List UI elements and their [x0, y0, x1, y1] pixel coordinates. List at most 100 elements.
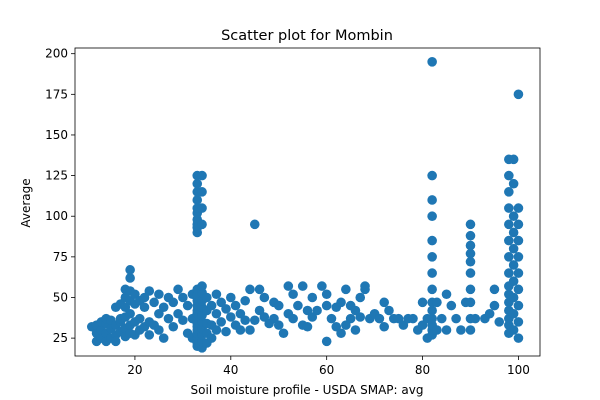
data-point: [508, 292, 519, 303]
data-point: [226, 292, 236, 303]
data-point: [513, 300, 524, 311]
data-point: [192, 178, 203, 189]
data-point: [408, 313, 418, 324]
y-tick-label: 100: [45, 209, 68, 223]
data-point: [249, 219, 260, 230]
data-point: [273, 320, 284, 330]
data-point: [336, 328, 346, 339]
data-point: [432, 297, 442, 308]
data-point: [144, 330, 155, 340]
data-point: [259, 292, 270, 303]
data-point: [211, 325, 222, 335]
data-point: [436, 313, 447, 324]
x-tick-label: 80: [415, 363, 430, 377]
data-point: [465, 268, 476, 278]
data-point: [513, 203, 524, 213]
data-point: [245, 325, 255, 335]
data-point: [197, 187, 207, 197]
data-point: [504, 219, 514, 230]
data-point: [427, 211, 437, 222]
data-point: [379, 297, 390, 308]
data-point: [273, 300, 284, 311]
data-point: [513, 284, 524, 295]
data-point: [149, 297, 159, 308]
data-point: [226, 312, 236, 322]
data-point: [432, 325, 442, 335]
data-point: [341, 284, 351, 295]
data-point: [158, 333, 169, 343]
data-point: [470, 313, 481, 324]
data-point: [513, 89, 524, 100]
data-point: [513, 317, 524, 327]
data-point: [465, 297, 476, 308]
data-point: [288, 313, 298, 324]
data-point: [297, 281, 308, 291]
y-tick-label: 200: [45, 47, 68, 61]
data-point: [494, 317, 505, 327]
data-point: [125, 265, 135, 275]
data-point: [321, 289, 332, 300]
y-axis-ticks: 25 50 75 100 125 150 175 200: [45, 47, 75, 345]
data-point: [249, 315, 260, 326]
data-point: [374, 313, 385, 324]
data-point: [168, 297, 179, 308]
y-axis-label: Average: [19, 178, 33, 227]
data-point: [504, 170, 514, 181]
data-point: [513, 235, 524, 246]
y-tick-label: 125: [45, 169, 68, 183]
data-point: [508, 308, 519, 319]
data-point: [451, 313, 461, 324]
data-point: [211, 289, 222, 300]
data-point: [197, 219, 207, 230]
data-point: [302, 321, 313, 332]
data-point: [504, 252, 514, 262]
data-point: [345, 313, 356, 324]
data-point: [283, 281, 294, 291]
data-point: [465, 256, 476, 267]
data-point: [293, 300, 303, 311]
data-point: [508, 211, 519, 222]
data-point: [182, 300, 193, 311]
data-point: [489, 300, 500, 311]
data-point: [355, 292, 366, 303]
data-point: [321, 336, 332, 347]
data-point: [379, 321, 390, 332]
data-point: [110, 336, 121, 347]
data-point: [307, 292, 318, 303]
data-point: [154, 325, 164, 335]
data-point: [427, 305, 437, 316]
data-point: [360, 281, 370, 291]
data-point: [278, 328, 289, 339]
data-point: [125, 308, 135, 319]
data-point: [504, 187, 514, 197]
y-tick-label: 75: [53, 250, 68, 264]
x-tick-label: 20: [127, 363, 142, 377]
x-tick-label: 100: [507, 363, 530, 377]
data-point: [336, 297, 346, 308]
data-point: [508, 243, 519, 254]
data-point: [216, 317, 227, 327]
x-tick-label: 40: [223, 363, 238, 377]
data-point: [326, 313, 337, 324]
data-point: [484, 308, 495, 319]
data-point: [197, 281, 207, 291]
data-point: [240, 295, 250, 306]
data-point: [154, 289, 164, 300]
data-point: [504, 268, 514, 278]
data-point: [508, 227, 519, 238]
y-tick-label: 150: [45, 128, 68, 142]
data-point: [465, 230, 476, 241]
data-point: [384, 305, 394, 316]
data-point: [206, 333, 217, 343]
y-tick-label: 175: [45, 87, 68, 101]
data-point: [173, 284, 183, 295]
data-point: [317, 281, 327, 291]
data-point: [465, 284, 476, 295]
data-point: [441, 325, 452, 335]
data-point: [254, 284, 265, 295]
data-point: [178, 292, 188, 303]
data-point: [513, 333, 524, 343]
data-point: [427, 252, 437, 262]
data-point: [178, 315, 188, 326]
data-point: [427, 195, 437, 205]
